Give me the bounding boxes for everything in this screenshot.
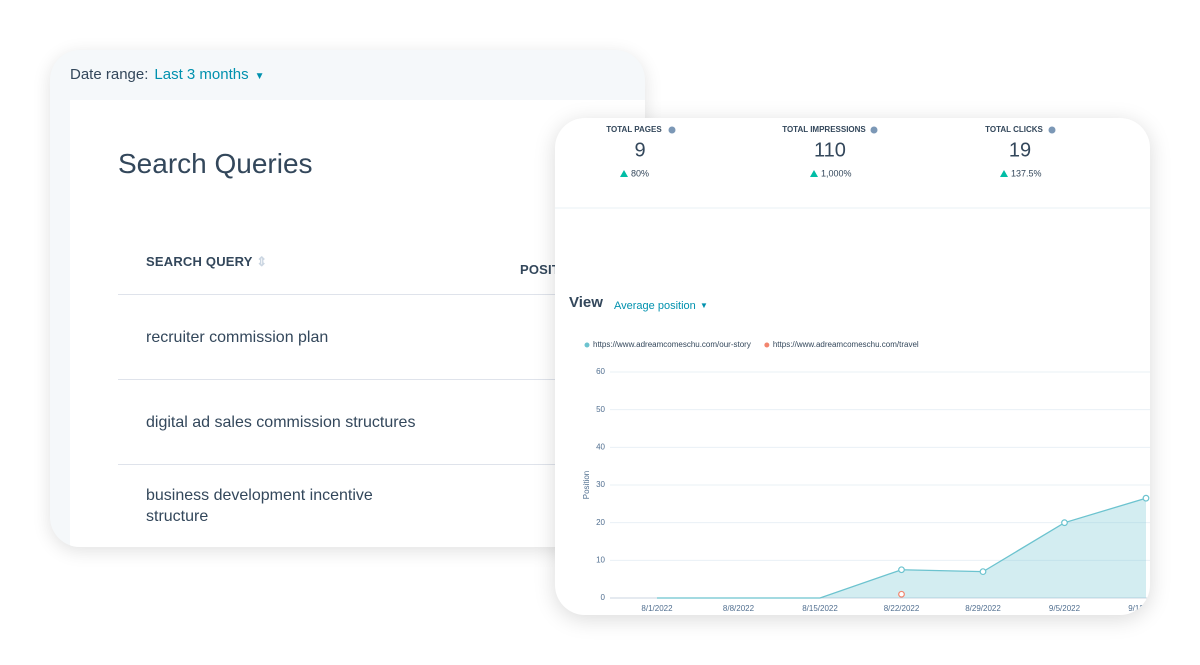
date-range-label: Date range: bbox=[70, 66, 149, 83]
stat-change: 137.5% bbox=[1011, 168, 1042, 178]
x-tick-label: 8/15/2022 bbox=[802, 604, 838, 613]
stat-change: 80% bbox=[631, 168, 649, 178]
stat-value: 9 bbox=[634, 139, 645, 161]
info-icon bbox=[870, 126, 878, 134]
query-text: digital ad sales commission structures bbox=[146, 414, 416, 431]
y-tick-label: 0 bbox=[601, 593, 606, 602]
up-arrow bbox=[810, 170, 818, 177]
query-row: business development incentive structure bbox=[118, 464, 638, 547]
stat-value: 19 bbox=[1009, 139, 1031, 161]
y-tick-label: 30 bbox=[596, 480, 605, 489]
y-tick-label: 40 bbox=[596, 442, 605, 451]
column-label: SEARCH QUERY bbox=[146, 254, 253, 269]
info-icon bbox=[1048, 126, 1056, 134]
point bbox=[1142, 494, 1150, 502]
stat-value: 110 bbox=[814, 139, 846, 161]
date-range-select[interactable]: Last 3 months bbox=[154, 66, 249, 83]
area bbox=[657, 498, 1146, 598]
y-axis-label: Position bbox=[582, 471, 591, 499]
view-label: View bbox=[569, 294, 603, 311]
search-queries-card: Date range: Last 3 months ▼ Search Queries… bbox=[50, 50, 645, 547]
query-text: business development incentive structure bbox=[146, 487, 373, 525]
info-icon bbox=[668, 126, 676, 134]
x-tick-label: 8/29/2022 bbox=[965, 604, 1001, 613]
sort-icon: ⇕ bbox=[256, 254, 268, 269]
query-row: recruiter commission plan bbox=[118, 294, 638, 380]
point bbox=[979, 568, 987, 576]
stat-label: TOTAL IMPRESSIONS bbox=[782, 125, 866, 134]
y-tick-label: 50 bbox=[596, 405, 605, 414]
up-arrow bbox=[1000, 170, 1008, 177]
query-row: digital ad sales commission structures bbox=[118, 379, 638, 465]
x-tick-label: 8/22/2022 bbox=[884, 604, 920, 613]
view-select[interactable]: Average position bbox=[614, 300, 696, 312]
legend-marker bbox=[764, 342, 770, 348]
stat-label: TOTAL CLICKS bbox=[985, 125, 1043, 134]
stat-label: TOTAL PAGES bbox=[606, 125, 662, 134]
queries-title: Search Queries bbox=[118, 148, 313, 179]
analytics-card: View Average position ▼ Position TOTAL P… bbox=[555, 118, 1150, 615]
point bbox=[1061, 519, 1068, 527]
stat-change: 1,000% bbox=[821, 168, 852, 178]
x-tick-label: 8/8/2022 bbox=[723, 604, 755, 613]
x-tick-label: 9/12/2022 bbox=[1128, 604, 1150, 613]
query-text: recruiter commission plan bbox=[146, 329, 329, 346]
x-tick-label: 9/5/2022 bbox=[1049, 604, 1081, 613]
y-tick-label: 10 bbox=[596, 555, 605, 564]
x-tick-label: 8/1/2022 bbox=[641, 604, 673, 613]
legend-label: https://www.adreamcomeschu.com/travel bbox=[773, 340, 919, 349]
column-header[interactable]: SEARCH QUERY ⇕ bbox=[146, 254, 267, 270]
legend-label: https://www.adreamcomeschu.com/our-story bbox=[593, 340, 751, 349]
queries-panel: Search Queries SEARCH QUERY ⇕ POSITION r… bbox=[70, 100, 645, 547]
dropdown-caret: ▼ bbox=[700, 301, 708, 310]
legend-marker bbox=[584, 342, 590, 348]
y-tick-label: 60 bbox=[596, 367, 605, 376]
date-range: Date range: Last 3 months ▼ bbox=[70, 66, 265, 83]
dropdown-caret: ▼ bbox=[254, 71, 265, 82]
analytics-chart: View Average position ▼ Position TOTAL P… bbox=[555, 125, 1150, 613]
point bbox=[898, 566, 905, 574]
y-tick-label: 20 bbox=[596, 518, 605, 527]
point bbox=[898, 590, 905, 598]
up-arrow bbox=[620, 170, 628, 177]
